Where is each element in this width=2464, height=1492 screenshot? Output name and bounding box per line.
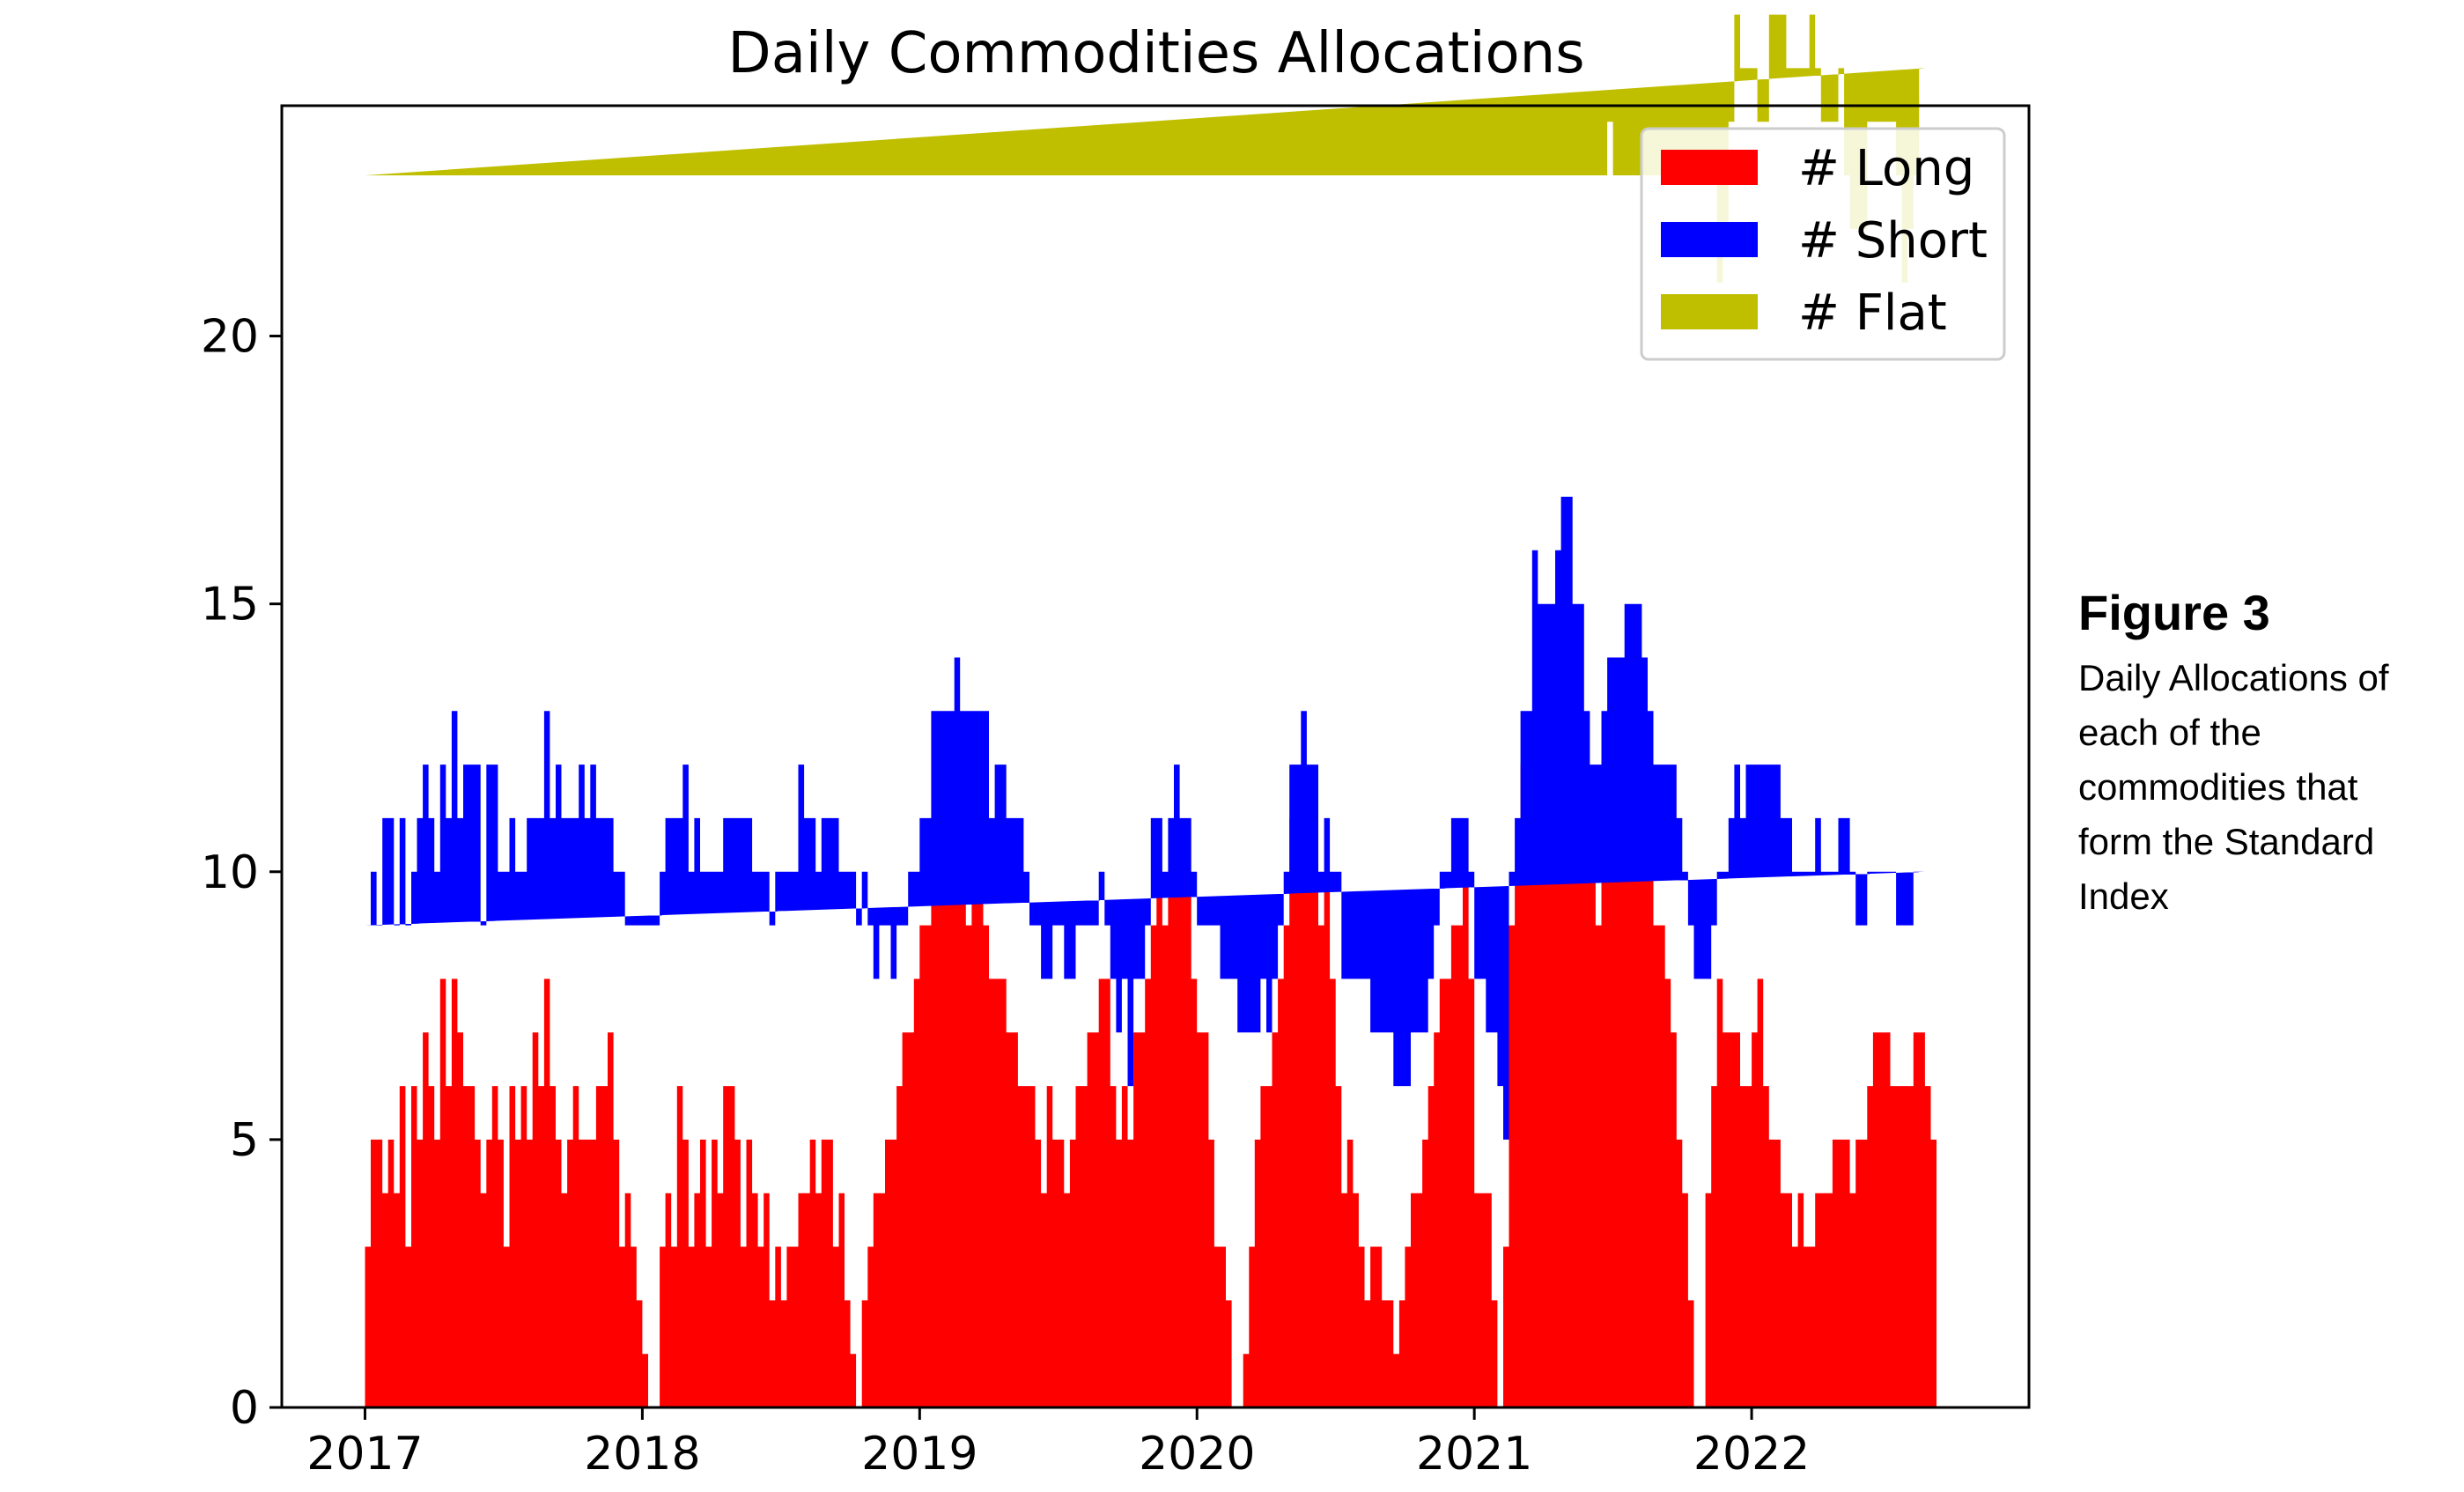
stacked-area-series	[365, 14, 1937, 1407]
caption-line: Daily Allocations of	[2078, 657, 2389, 699]
caption-body: Daily Allocations of each of the commodi…	[2078, 651, 2457, 924]
y-tick-label: 15	[201, 579, 259, 632]
series-area-short	[365, 497, 1925, 1140]
legend: # Long # Short # Flat	[1640, 127, 2006, 361]
series-area-long	[365, 657, 1937, 1407]
x-tick-label: 2020	[1139, 1428, 1255, 1481]
legend-label: # Short	[1798, 212, 1988, 270]
x-tick-label: 2018	[584, 1428, 700, 1481]
x-tick-label: 2021	[1416, 1428, 1532, 1481]
caption-line: form the Standard	[2078, 821, 2375, 863]
x-tick-label: 2019	[861, 1428, 977, 1481]
legend-label: # Flat	[1798, 284, 1947, 342]
y-tick-label: 20	[201, 311, 259, 364]
legend-label: # Long	[1798, 140, 1974, 197]
x-tick-label: 2022	[1693, 1428, 1810, 1481]
legend-swatch	[1661, 222, 1758, 257]
y-tick-label: 10	[201, 846, 259, 899]
caption-line: each of the	[2078, 712, 2261, 754]
x-axis: 2017 2018 2019 2020 2021 2022	[306, 1407, 1810, 1481]
y-tick-label: 0	[230, 1382, 259, 1435]
caption-line: commodities that	[2078, 766, 2358, 809]
figure-caption: Figure 3 Daily Allocations of each of th…	[2078, 583, 2457, 924]
chart-title: Daily Commodities Allocations	[727, 21, 1584, 86]
legend-swatch	[1661, 294, 1758, 329]
caption-title: Figure 3	[2078, 585, 2270, 640]
y-tick-label: 5	[230, 1114, 259, 1167]
series-area-flat	[365, 14, 1925, 283]
plot-frame	[280, 104, 2031, 1409]
x-tick-label: 2017	[306, 1428, 423, 1481]
y-axis: 0 5 10 15 20	[201, 311, 282, 1435]
legend-swatch	[1661, 150, 1758, 185]
caption-line: Index	[2078, 875, 2169, 918]
